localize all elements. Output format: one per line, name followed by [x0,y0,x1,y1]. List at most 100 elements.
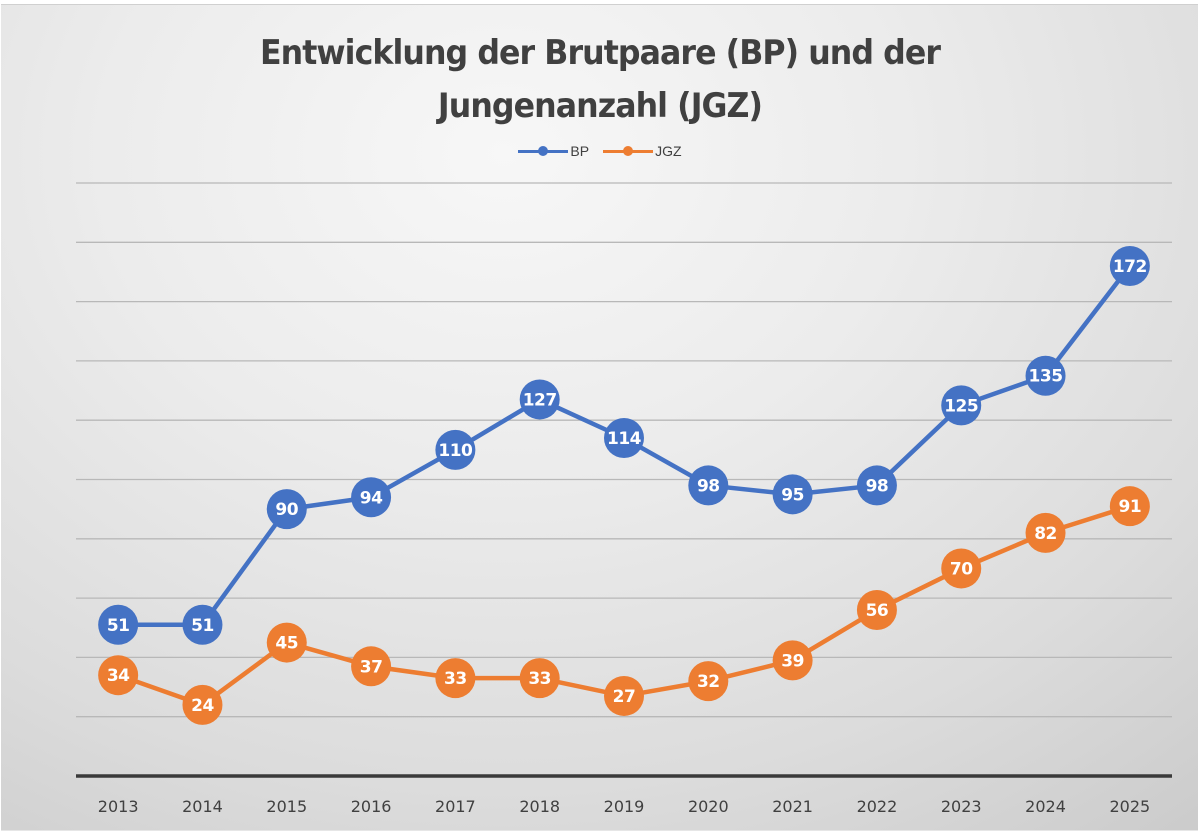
data-label-bp: 94 [360,488,383,508]
legend-marker-bp-icon [518,144,569,158]
marker-bp [941,385,982,426]
x-axis: 2013 2014 2015 2016 2017 2018 2019 2020 2021 2022… [76,774,1172,816]
chart-title-line-1: Entwicklung der Brutpaare (BP) und der [259,33,941,73]
marker-bp [856,465,897,506]
marker-jgz [1109,486,1150,527]
gridlines [76,182,1172,718]
x-tick-label: 2013 [98,797,139,816]
data-point-jgz: 70 [941,548,982,589]
x-tick-label: 2014 [182,797,223,816]
marker-jgz [182,684,223,725]
marker-bp [435,429,476,470]
x-tick-label: 2018 [519,797,560,816]
marker-jgz [98,655,139,696]
legend-marker-jgz-icon [603,144,654,158]
data-point-bp: 51 [182,604,223,645]
marker-jgz [856,589,897,630]
marker-bp [266,489,307,530]
data-point-jgz: 91 [1109,486,1150,527]
data-label-bp: 98 [866,476,889,496]
data-label-jgz: 56 [866,601,889,621]
data-label-bp: 98 [697,476,720,496]
data-label-jgz: 82 [1034,524,1057,544]
data-point-jgz: 39 [772,640,813,681]
data-label-bp: 51 [107,616,130,636]
x-tick-label: 2023 [941,797,982,816]
data-label-jgz: 70 [950,559,973,579]
marker-jgz [688,661,729,702]
data-point-bp: 110 [435,429,476,470]
data-label-jgz: 24 [191,696,214,716]
legend-item-jgz: JGZ [603,143,682,159]
x-tick-label: 2017 [435,797,476,816]
x-tick-label: 2021 [772,797,813,816]
data-point-bp: 94 [351,477,392,518]
data-label-bp: 110 [438,441,473,461]
marker-jgz [266,622,307,663]
marker-jgz [772,640,813,681]
data-label-bp: 95 [781,485,804,505]
data-point-bp: 135 [1025,355,1066,396]
marker-jgz [519,658,560,699]
x-tick-label: 2015 [266,797,307,816]
marker-bp [98,604,139,645]
data-label-jgz: 91 [1119,497,1142,517]
data-label-bp: 125 [944,396,978,416]
marker-bp [772,474,813,515]
data-point-jgz: 33 [435,658,476,699]
legend-item-bp: BP [518,143,589,159]
data-point-jgz: 56 [856,589,897,630]
data-point-bp: 98 [688,465,729,506]
marker-bp [182,604,223,645]
data-label-bp: 114 [607,429,642,449]
data-point-jgz: 27 [604,675,644,716]
data-point-bp: 51 [98,604,139,645]
data-point-bp: 95 [772,474,813,515]
series-points: 51 51 90 94 110 127 114 98 95 98 125 135 172 34 24 45 37… [98,246,1150,725]
marker-bp [351,477,392,518]
data-point-bp: 98 [856,465,897,506]
data-point-bp: 172 [1109,246,1150,287]
marker-jgz [1025,512,1066,553]
data-point-jgz: 24 [182,684,223,725]
data-point-jgz: 33 [519,658,560,699]
x-tick-label: 2016 [351,797,392,816]
x-tick-label: 2020 [688,797,729,816]
marker-bp [688,465,729,506]
x-tick-label: 2019 [604,797,645,816]
data-label-jgz: 27 [613,687,636,707]
x-tick-label: 2022 [857,797,898,816]
data-point-jgz: 34 [98,655,139,696]
data-label-jgz: 39 [781,651,804,671]
data-label-jgz: 45 [275,634,298,654]
data-label-bp: 172 [1113,257,1147,277]
x-tick-label: 2024 [1025,797,1066,816]
legend-label-jgz: JGZ [655,143,682,159]
marker-jgz [351,646,392,687]
marker-jgz [435,658,476,699]
marker-bp [519,379,560,420]
marker-jgz [604,675,644,716]
marker-bp [1025,355,1066,396]
data-label-jgz: 33 [528,669,551,689]
data-point-bp: 125 [941,385,982,426]
data-label-jgz: 32 [697,672,720,692]
data-label-jgz: 37 [360,657,383,677]
data-label-bp: 90 [275,500,298,520]
marker-jgz [941,548,982,589]
data-point-bp: 114 [604,417,644,458]
marker-bp [1109,246,1150,287]
x-tick-label: 2025 [1109,797,1150,816]
chart-title-line-2: Jungenanzahl (JGZ) [437,86,763,126]
data-label-jgz: 34 [107,666,130,686]
marker-bp [604,417,644,458]
data-point-jgz: 37 [351,646,392,687]
data-label-bp: 135 [1029,367,1063,387]
data-point-jgz: 82 [1025,512,1066,553]
data-point-jgz: 32 [688,661,729,702]
legend-label-bp: BP [570,143,590,159]
data-point-bp: 90 [266,489,307,530]
data-label-jgz: 33 [444,669,467,689]
data-label-bp: 127 [523,390,557,410]
